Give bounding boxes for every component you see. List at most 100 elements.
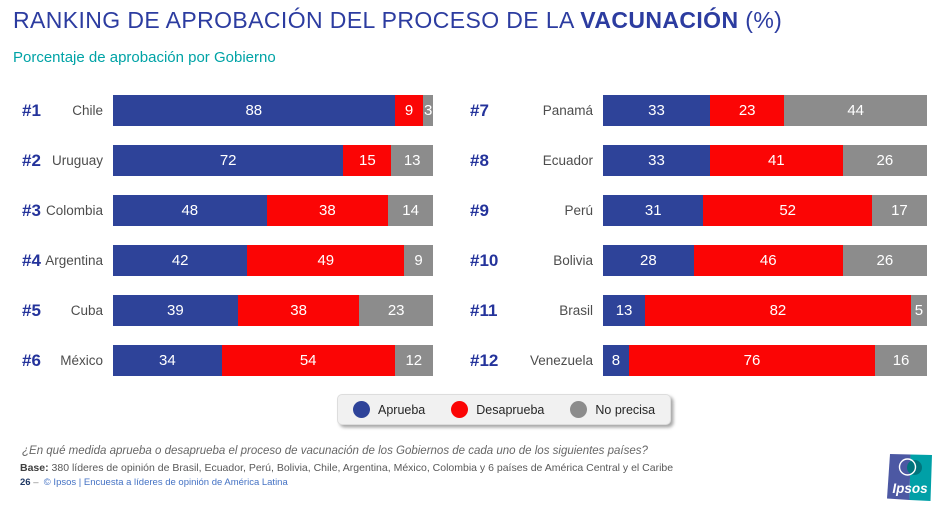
country-label: Panamá: [542, 103, 593, 118]
rank-label: #6: [22, 350, 41, 370]
row-labels: #3 Colombia: [22, 201, 113, 221]
rank-label: #11: [470, 300, 498, 320]
bar-segment-desaprueba: 46: [693, 245, 843, 276]
bar-segment-desaprueba: 23: [709, 95, 785, 126]
country-row: #6 México 34 54 12: [22, 345, 433, 376]
bar-segment-desaprueba: 82: [645, 295, 911, 326]
bar-segment-no-precisa: 17: [871, 195, 927, 226]
chart-column-left: #1 Chile 88 9 3 #2 Uruguay 72 15 13 #3 C…: [22, 95, 433, 395]
country-row: #7 Panamá 33 23 44: [470, 95, 927, 126]
stacked-bar: 34 54 12: [113, 345, 433, 376]
country-row: #1 Chile 88 9 3: [22, 95, 433, 126]
row-labels: #1 Chile: [22, 101, 113, 121]
bar-segment-no-precisa: 23: [359, 295, 433, 326]
stacked-bar: 13 82 5: [603, 295, 927, 326]
bar-segment-aprueba: 72: [113, 145, 344, 176]
bar-segment-no-precisa: 26: [842, 145, 927, 176]
page-separator: –: [33, 477, 39, 488]
bar-segment-desaprueba: 52: [703, 195, 872, 226]
bar-segment-aprueba: 88: [113, 95, 395, 126]
base-note: Base: 380 líderes de opinión de Brasil, …: [20, 462, 673, 474]
legend-item: Desaprueba: [451, 401, 544, 418]
bar-segment-desaprueba: 15: [343, 145, 392, 176]
country-label: Ecuador: [542, 153, 593, 168]
row-labels: #5 Cuba: [22, 301, 113, 321]
stacked-bar: 33 23 44: [603, 95, 927, 126]
row-labels: #8 Ecuador: [470, 151, 603, 171]
legend-label: Aprueba: [378, 402, 426, 417]
stacked-bar: 33 41 26: [603, 145, 927, 176]
legend-label: No precisa: [595, 402, 656, 417]
bar-segment-desaprueba: 76: [628, 345, 876, 376]
rank-label: #10: [470, 250, 499, 270]
chart-subtitle: Porcentaje de aprobación por Gobierno: [13, 49, 276, 66]
country-row: #10 Bolivia 28 46 26: [470, 245, 927, 276]
stacked-bar: 39 38 23: [113, 295, 433, 326]
stacked-bar: 28 46 26: [603, 245, 927, 276]
legend-dot-icon: [451, 401, 469, 418]
bar-segment-aprueba: 28: [603, 245, 694, 276]
legend-item: Aprueba: [353, 401, 425, 418]
stacked-bar: 42 49 9: [113, 245, 433, 276]
stacked-bar: 88 9 3: [113, 95, 433, 126]
bar-segment-desaprueba: 41: [709, 145, 843, 176]
country-label: Venezuela: [529, 353, 593, 368]
page-title-suffix: (%): [738, 7, 783, 33]
bar-segment-aprueba: 31: [603, 195, 704, 226]
ipsos-logo: Ipsos: [887, 453, 933, 501]
bar-segment-aprueba: 48: [113, 195, 267, 226]
bar-segment-desaprueba: 54: [221, 345, 395, 376]
rank-label: #8: [470, 150, 489, 170]
country-row: #9 Perú 31 52 17: [470, 195, 927, 226]
bar-segment-desaprueba: 9: [394, 95, 424, 126]
country-label: Argentina: [45, 253, 103, 268]
country-row: #11 Brasil 13 82 5: [470, 295, 927, 326]
rank-label: #9: [470, 200, 489, 220]
source-note: 26 – © Ipsos | Encuesta a líderes de opi…: [20, 477, 288, 488]
country-label: Bolivia: [553, 253, 593, 268]
rank-label: #5: [22, 300, 41, 320]
stacked-bar: 8 76 16: [603, 345, 927, 376]
country-row: #3 Colombia 48 38 14: [22, 195, 433, 226]
country-row: #2 Uruguay 72 15 13: [22, 145, 433, 176]
country-label: Cuba: [70, 303, 103, 318]
ipsos-logo-graphic: Ipsos: [887, 454, 932, 501]
country-row: #12 Venezuela 8 76 16: [470, 345, 927, 376]
bar-segment-aprueba: 39: [113, 295, 238, 326]
row-labels: #4 Argentina: [22, 251, 113, 271]
survey-question: ¿En qué medida aprueba o desaprueba el p…: [22, 445, 648, 457]
legend-dot-icon: [353, 401, 370, 418]
bar-segment-desaprueba: 38: [266, 195, 389, 226]
chart-column-right: #7 Panamá 33 23 44 #8 Ecuador 33 41 26 #…: [470, 95, 927, 395]
bar-segment-no-precisa: 5: [910, 295, 927, 326]
rank-label: #12: [470, 350, 499, 370]
country-label: Brasil: [559, 303, 593, 318]
row-labels: #9 Perú: [470, 201, 603, 221]
country-row: #5 Cuba 39 38 23: [22, 295, 433, 326]
bar-segment-aprueba: 34: [113, 345, 222, 376]
bar-segment-no-precisa: 26: [842, 245, 927, 276]
row-labels: #6 México: [22, 351, 113, 371]
row-labels: #11 Brasil: [470, 301, 603, 321]
page-title-prefix: RANKING DE APROBACIÓN DEL PROCESO DE LA: [13, 7, 581, 33]
row-labels: #2 Uruguay: [22, 151, 113, 171]
bar-segment-no-precisa: 16: [875, 345, 927, 376]
bar-segment-desaprueba: 38: [237, 295, 360, 326]
rank-label: #4: [22, 250, 41, 270]
country-label: Uruguay: [51, 153, 103, 168]
row-labels: #12 Venezuela: [470, 351, 603, 371]
legend: Aprueba Desaprueba No precisa: [337, 394, 672, 425]
ipsos-logo-text: Ipsos: [892, 481, 928, 496]
bar-segment-aprueba: 13: [603, 295, 646, 326]
legend-item: No precisa: [570, 401, 655, 418]
bar-segment-aprueba: 42: [113, 245, 248, 276]
stacked-bar: 31 52 17: [603, 195, 927, 226]
country-row: #8 Ecuador 33 41 26: [470, 145, 927, 176]
page-title-bold: VACUNACIÓN: [580, 7, 739, 33]
country-row: #4 Argentina 42 49 9: [22, 245, 433, 276]
rank-label: #1: [22, 100, 41, 120]
country-label: Perú: [564, 203, 593, 218]
rank-label: #7: [470, 100, 489, 120]
country-label: Colombia: [45, 203, 103, 218]
